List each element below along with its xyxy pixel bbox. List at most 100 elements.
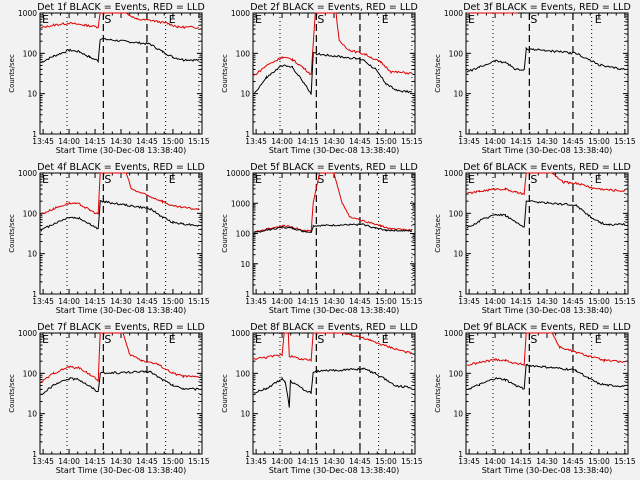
marker-e: E [169,13,176,26]
y-tick-label: 1000 [18,9,37,18]
x-tick-label: 14:00 [271,137,293,146]
y-tick-label: 100 [23,49,38,58]
lld-series [253,12,413,76]
panel-title: Det 4f BLACK = Events, RED = LLD [37,162,205,173]
x-tick-label: 13:45 [245,457,267,466]
panel-title: Det 6f BLACK = Events, RED = LLD [463,162,631,173]
y-tick-label: 1000 [18,169,37,178]
x-tick-label: 15:00 [588,137,610,146]
x-tick-label: 14:15 [297,457,319,466]
x-tick-label: 14:45 [562,457,584,466]
y-tick-label: 1000 [444,329,463,338]
x-tick-label: 14:45 [349,137,371,146]
events-series [40,370,200,396]
marker-e: E [382,173,389,186]
plot-frame [39,12,203,135]
lld-series [253,332,413,363]
lld-series [40,332,200,384]
panel-det-8: Det 8f BLACK = Events, RED = LLD Counts/s… [221,322,423,475]
lld-series [466,172,626,196]
y-tick-label: 100 [449,49,464,58]
marker-s: S [530,13,537,26]
lld-series [253,172,413,234]
marker-s: S [530,333,537,346]
x-axis-label: Start Time (30-Dec-08 13:38:40) [482,146,613,155]
y-tick-label: 1000 [231,199,250,208]
events-series [253,367,412,408]
panel-det-5: Det 5f BLACK = Events, RED = LLD Counts/s… [221,162,423,315]
x-tick-label: 14:30 [323,457,345,466]
x-tick-label: 14:00 [271,457,293,466]
y-tick-label: 1000 [444,9,463,18]
y-tick-label: 1 [458,290,463,299]
y-tick-label: 1000 [231,9,250,18]
panel-title: Det 7f BLACK = Events, RED = LLD [37,322,205,333]
plot-frame [252,332,416,455]
y-tick-label: 10 [240,90,250,99]
x-tick-label: 13:45 [458,297,480,306]
events-series [466,46,626,73]
x-axis-label: Start Time (30-Dec-08 13:38:40) [269,146,400,155]
y-tick-label: 100 [449,369,464,378]
x-tick-label: 13:45 [458,137,480,146]
x-tick-label: 14:15 [84,137,106,146]
x-tick-label: 15:00 [162,457,184,466]
panel-title: Det 8f BLACK = Events, RED = LLD [250,322,418,333]
panel-det-3: Det 3f BLACK = Events, RED = LLD Counts/s… [434,2,636,155]
panel-det-4: Det 4f BLACK = Events, RED = LLD Counts/s… [8,162,210,315]
x-tick-label: 14:45 [562,137,584,146]
plot-frame [465,172,629,295]
y-tick-label: 1 [245,450,250,459]
y-axis-label: Counts/sec [8,54,16,93]
x-tick-label: 15:15 [614,297,636,306]
x-tick-label: 14:00 [58,457,80,466]
plot-frame [39,332,203,455]
events-series [466,200,626,229]
y-axis-label: Counts/sec [221,54,229,93]
lld-series [40,172,200,215]
x-tick-label: 15:00 [588,297,610,306]
x-tick-label: 13:45 [32,457,54,466]
x-axis-label: Start Time (30-Dec-08 13:38:40) [269,466,400,475]
marker-e: E [255,333,262,346]
y-tick-label: 1 [32,130,37,139]
marker-e: E [468,13,475,26]
x-tick-label: 14:00 [58,137,80,146]
x-axis-label: Start Time (30-Dec-08 13:38:40) [56,146,187,155]
x-tick-label: 13:45 [32,297,54,306]
x-axis-label: Start Time (30-Dec-08 13:38:40) [269,306,400,315]
x-axis-label: Start Time (30-Dec-08 13:38:40) [482,466,613,475]
y-tick-label: 1000 [444,169,463,178]
plot-frame [39,172,203,295]
plot-frame [465,332,629,455]
marker-e: E [595,333,602,346]
x-tick-label: 14:30 [323,137,345,146]
x-tick-label: 14:00 [484,137,506,146]
events-series [253,222,412,233]
x-tick-label: 14:00 [58,297,80,306]
x-tick-label: 15:15 [188,137,210,146]
y-tick-label: 100 [236,49,251,58]
y-axis-label: Counts/sec [221,214,229,253]
y-tick-label: 10 [240,410,250,419]
y-tick-label: 10 [453,90,463,99]
y-tick-label: 100 [236,230,251,239]
x-tick-label: 14:00 [484,457,506,466]
panel-title: Det 3f BLACK = Events, RED = LLD [463,2,631,13]
x-tick-label: 15:15 [614,137,636,146]
marker-e: E [169,173,176,186]
y-axis-label: Counts/sec [434,214,442,253]
x-tick-label: 14:15 [510,297,532,306]
marker-e: E [468,173,475,186]
y-tick-label: 1 [32,450,37,459]
events-series [40,37,200,64]
x-tick-label: 15:00 [375,457,397,466]
y-tick-label: 100 [236,369,251,378]
y-tick-label: 10 [453,410,463,419]
x-tick-label: 15:00 [162,137,184,146]
y-axis-label: Counts/sec [8,374,16,413]
y-tick-label: 10 [27,90,37,99]
x-tick-label: 14:45 [136,137,158,146]
x-tick-label: 14:15 [297,297,319,306]
